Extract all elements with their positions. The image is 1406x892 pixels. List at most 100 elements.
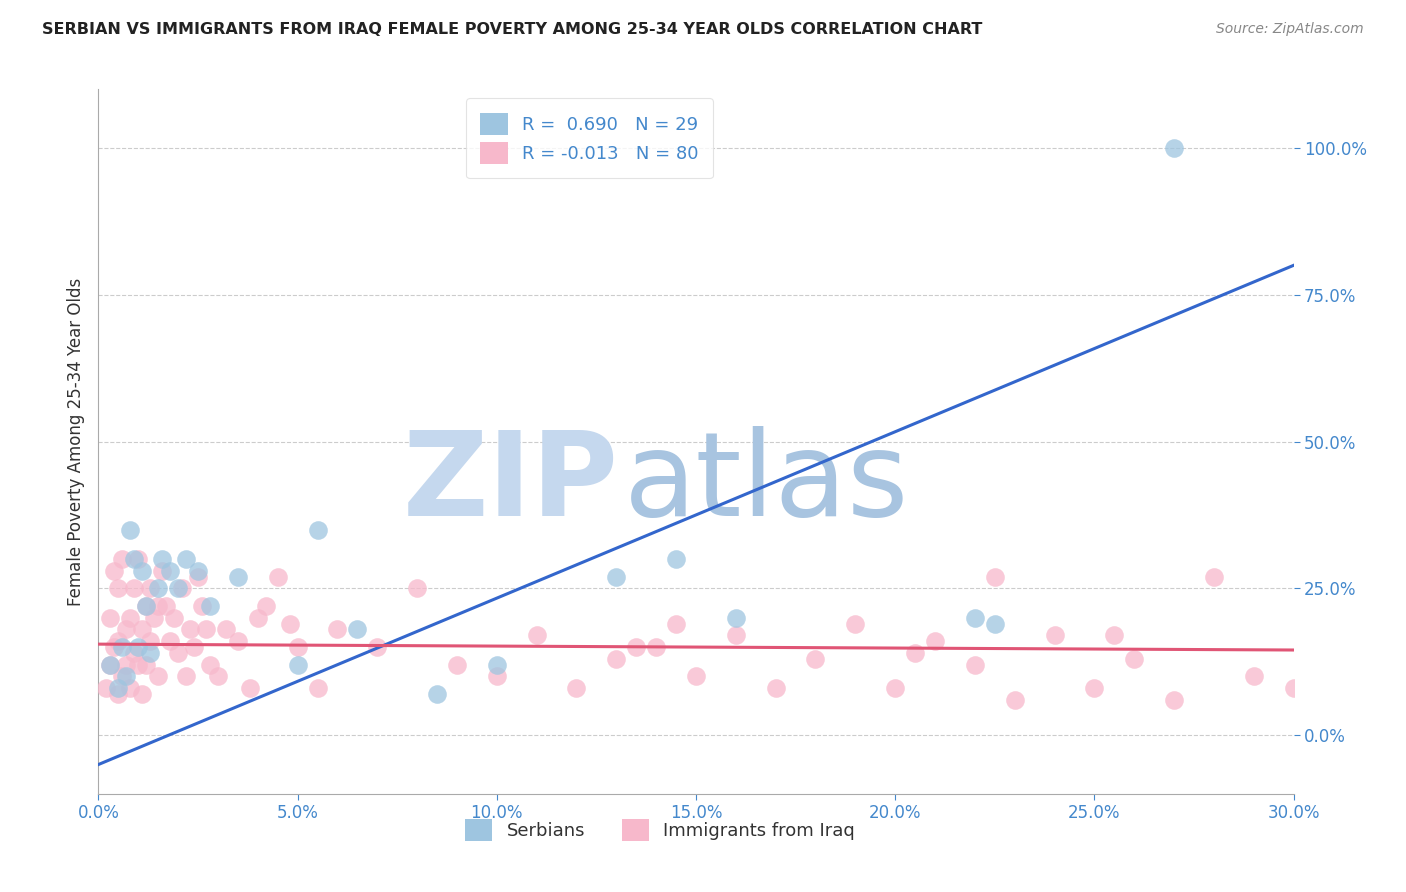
Point	[98, 657, 122, 672]
Point	[120, 610, 142, 624]
Point	[155, 599, 177, 613]
Point	[107, 681, 129, 696]
Point	[645, 640, 668, 654]
Point	[1104, 628, 1126, 642]
Point	[120, 523, 142, 537]
Point	[446, 657, 468, 672]
Point	[124, 646, 146, 660]
Point	[1163, 141, 1185, 155]
Point	[307, 523, 329, 537]
Point	[179, 623, 201, 637]
Point	[115, 669, 138, 683]
Point	[159, 564, 181, 578]
Point	[984, 569, 1007, 583]
Point	[226, 569, 249, 583]
Point	[485, 669, 508, 683]
Point	[115, 623, 138, 637]
Point	[307, 681, 329, 696]
Point	[131, 564, 153, 578]
Point	[172, 582, 194, 596]
Point	[1043, 628, 1066, 642]
Point	[148, 582, 170, 596]
Point	[127, 657, 149, 672]
Point	[139, 646, 162, 660]
Point	[187, 569, 209, 583]
Point	[605, 652, 627, 666]
Point	[107, 634, 129, 648]
Point	[984, 616, 1007, 631]
Point	[174, 552, 197, 566]
Point	[131, 687, 153, 701]
Point	[724, 628, 747, 642]
Point	[191, 599, 214, 613]
Point	[665, 616, 688, 631]
Point	[485, 657, 508, 672]
Point	[526, 628, 548, 642]
Point	[278, 616, 301, 631]
Point	[1163, 693, 1185, 707]
Point	[143, 610, 166, 624]
Point	[135, 599, 157, 613]
Point	[124, 582, 146, 596]
Point	[426, 687, 449, 701]
Text: ZIP: ZIP	[402, 426, 619, 541]
Point	[1123, 652, 1146, 666]
Point	[150, 552, 173, 566]
Point	[844, 616, 866, 631]
Point	[215, 623, 238, 637]
Point	[346, 623, 368, 637]
Point	[139, 582, 162, 596]
Point	[103, 640, 125, 654]
Point	[187, 564, 209, 578]
Point	[207, 669, 229, 683]
Point	[924, 634, 946, 648]
Point	[148, 599, 170, 613]
Point	[605, 569, 627, 583]
Point	[1083, 681, 1105, 696]
Point	[107, 582, 129, 596]
Point	[406, 582, 429, 596]
Legend: Serbians, Immigrants from Iraq: Serbians, Immigrants from Iraq	[458, 812, 862, 848]
Point	[148, 669, 170, 683]
Point	[765, 681, 787, 696]
Point	[183, 640, 205, 654]
Point	[135, 657, 157, 672]
Point	[111, 640, 134, 654]
Point	[198, 657, 221, 672]
Point	[127, 640, 149, 654]
Point	[150, 564, 173, 578]
Point	[963, 657, 986, 672]
Point	[111, 552, 134, 566]
Point	[804, 652, 827, 666]
Point	[135, 599, 157, 613]
Point	[1282, 681, 1305, 696]
Point	[1202, 569, 1225, 583]
Point	[226, 634, 249, 648]
Point	[115, 657, 138, 672]
Text: atlas: atlas	[624, 426, 910, 541]
Point	[174, 669, 197, 683]
Point	[626, 640, 648, 654]
Point	[159, 634, 181, 648]
Point	[131, 623, 153, 637]
Point	[246, 610, 269, 624]
Point	[884, 681, 907, 696]
Text: SERBIAN VS IMMIGRANTS FROM IRAQ FEMALE POVERTY AMONG 25-34 YEAR OLDS CORRELATION: SERBIAN VS IMMIGRANTS FROM IRAQ FEMALE P…	[42, 22, 983, 37]
Point	[120, 681, 142, 696]
Point	[565, 681, 588, 696]
Point	[98, 657, 122, 672]
Point	[287, 657, 309, 672]
Point	[665, 552, 688, 566]
Text: Source: ZipAtlas.com: Source: ZipAtlas.com	[1216, 22, 1364, 37]
Point	[163, 610, 186, 624]
Point	[124, 552, 146, 566]
Point	[167, 646, 190, 660]
Point	[1243, 669, 1265, 683]
Point	[195, 623, 218, 637]
Point	[254, 599, 277, 613]
Point	[139, 634, 162, 648]
Point	[1004, 693, 1026, 707]
Point	[366, 640, 388, 654]
Point	[287, 640, 309, 654]
Point	[904, 646, 927, 660]
